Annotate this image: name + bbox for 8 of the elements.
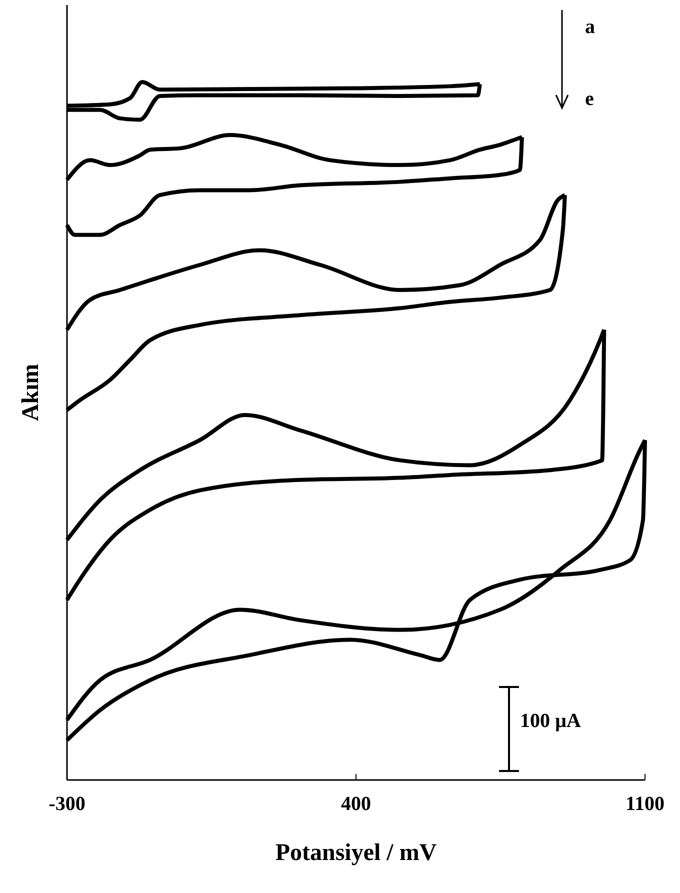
text: a <box>585 16 595 38</box>
x-axis-title: Potansiyel / mV <box>275 840 438 866</box>
annotation: 100 µA <box>520 710 582 732</box>
annotation: e <box>585 88 594 110</box>
y-axis-title: Akım <box>18 364 44 422</box>
x-tick-label: 400 <box>341 793 371 815</box>
x-tick-label: 1100 <box>626 793 664 815</box>
x-tick-label: -300 <box>48 793 86 815</box>
